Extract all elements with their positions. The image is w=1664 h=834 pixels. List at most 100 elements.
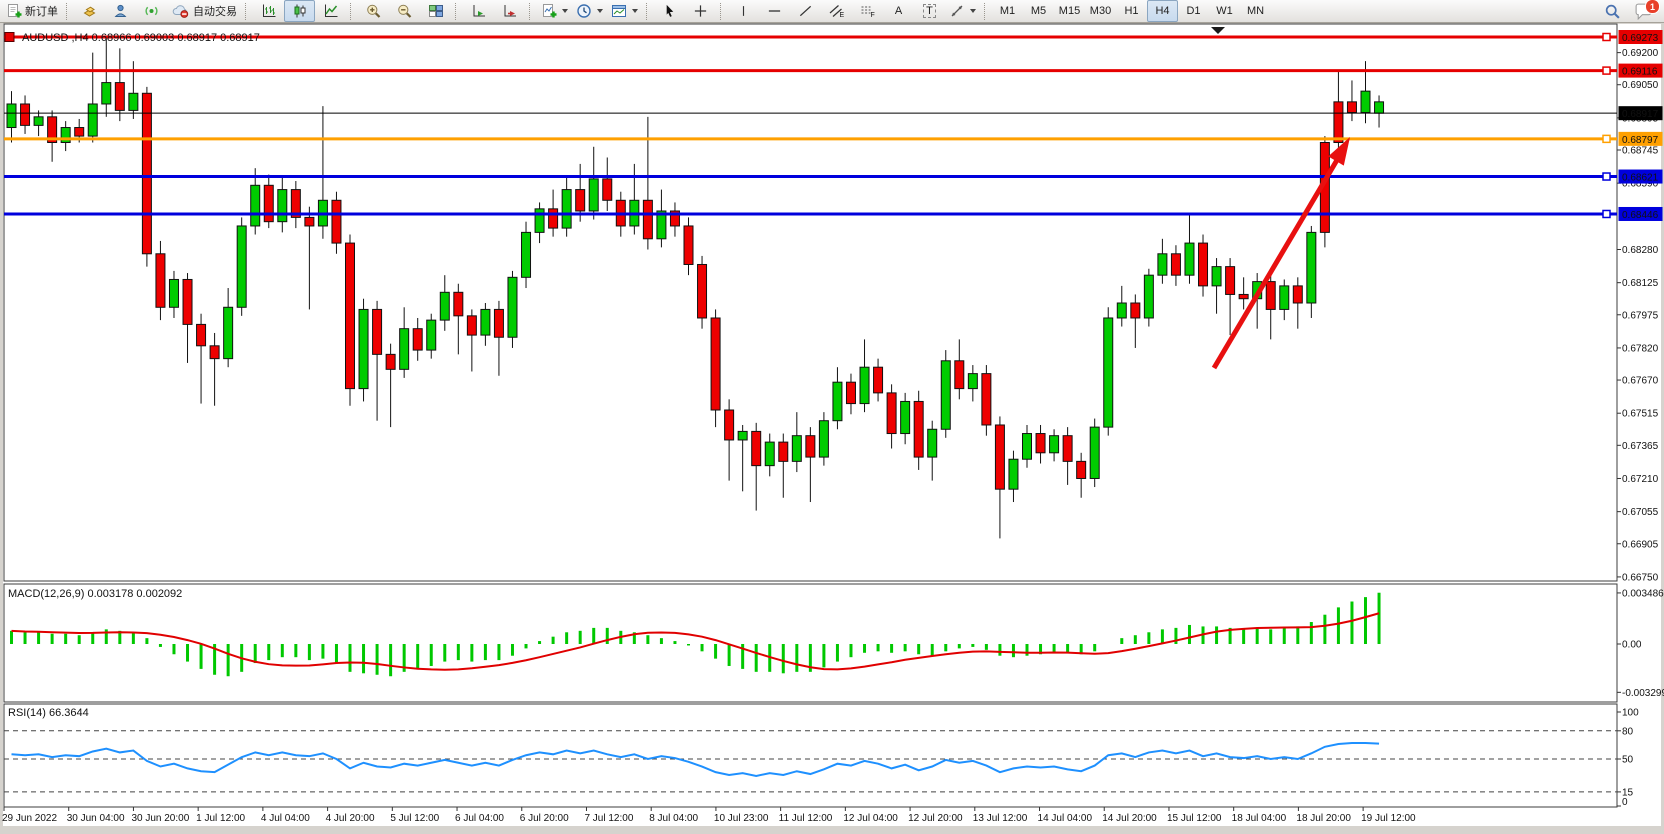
notifications-button[interactable]: 1 bbox=[1634, 0, 1660, 21]
period-label: M15 bbox=[1058, 5, 1081, 17]
broadcast-button[interactable] bbox=[136, 0, 167, 22]
search-button[interactable] bbox=[1597, 0, 1628, 22]
date-label: 7 Jul 12:00 bbox=[584, 813, 633, 824]
line-handle[interactable] bbox=[1602, 66, 1611, 75]
date-label: 6 Jul 20:00 bbox=[520, 813, 569, 824]
period-button-m5[interactable]: M5 bbox=[1023, 0, 1054, 22]
period-button-w1[interactable]: W1 bbox=[1209, 0, 1240, 22]
date-label: 30 Jun 04:00 bbox=[67, 813, 125, 824]
candle bbox=[182, 278, 193, 325]
vertical-line-tool-button[interactable] bbox=[728, 0, 759, 22]
line-handle[interactable] bbox=[1602, 172, 1611, 181]
chart-shift-marker[interactable] bbox=[1211, 27, 1225, 34]
candle bbox=[669, 210, 680, 227]
period-button-m30[interactable]: M30 bbox=[1085, 0, 1116, 22]
candle bbox=[994, 424, 1005, 490]
svg-text:0.67670: 0.67670 bbox=[1622, 376, 1659, 387]
bars-chart-button[interactable] bbox=[253, 0, 284, 22]
tile-windows-button[interactable] bbox=[420, 0, 451, 22]
date-label: 4 Jul 04:00 bbox=[261, 813, 310, 824]
period-button-m1[interactable]: M1 bbox=[992, 0, 1023, 22]
svg-text:0.69200: 0.69200 bbox=[1622, 48, 1659, 59]
line-handle[interactable] bbox=[4, 32, 15, 42]
candle bbox=[1265, 281, 1276, 310]
rsi-panel bbox=[3, 703, 1618, 808]
cursor-tool-button[interactable] bbox=[654, 0, 685, 22]
candle bbox=[453, 291, 464, 317]
templates-button[interactable] bbox=[607, 0, 642, 22]
indicators-caret bbox=[562, 9, 568, 13]
horizontal-line-tool-button[interactable] bbox=[759, 0, 790, 22]
zoom-out-button[interactable] bbox=[389, 0, 420, 22]
candle bbox=[6, 103, 17, 129]
line-handles-layer[interactable] bbox=[4, 32, 1611, 219]
svg-text:0.66750: 0.66750 bbox=[1622, 572, 1659, 583]
gold-icon bbox=[83, 6, 96, 17]
svg-text:0.68125: 0.68125 bbox=[1622, 278, 1659, 289]
svg-text:0.003486: 0.003486 bbox=[1622, 588, 1664, 599]
period-label: H4 bbox=[1155, 5, 1170, 17]
period-button-h4[interactable]: H4 bbox=[1147, 0, 1178, 22]
text-tool-button[interactable]: A bbox=[883, 0, 914, 22]
period-button-m15[interactable]: M15 bbox=[1054, 0, 1085, 22]
arrows-caret bbox=[970, 9, 976, 13]
candle bbox=[277, 189, 288, 223]
price-badges: 0.69273 0.69116 0.68917 0.68797 0.68621 0.684… bbox=[1618, 30, 1663, 221]
date-label: 1 Jul 12:00 bbox=[196, 813, 245, 824]
candle bbox=[304, 216, 315, 227]
svg-text:0: 0 bbox=[1622, 797, 1628, 808]
candle bbox=[534, 208, 545, 233]
svg-text:0.66905: 0.66905 bbox=[1622, 539, 1659, 550]
candle bbox=[967, 373, 978, 390]
chart-shift-button[interactable] bbox=[494, 0, 525, 22]
line-chart-button[interactable] bbox=[315, 0, 346, 22]
candle bbox=[764, 441, 775, 467]
svg-text:0.67975: 0.67975 bbox=[1622, 310, 1659, 321]
candle bbox=[101, 82, 112, 105]
date-label: 10 Jul 23:00 bbox=[714, 813, 769, 824]
candle bbox=[1076, 460, 1087, 479]
signals-button[interactable] bbox=[105, 0, 136, 22]
trendline-tool-button[interactable] bbox=[790, 0, 821, 22]
text-label-tool-button[interactable]: T bbox=[914, 0, 945, 22]
candle bbox=[1374, 101, 1385, 114]
periods-caret bbox=[597, 9, 603, 13]
crosshair-tool-button[interactable] bbox=[685, 0, 716, 22]
channel-tool-button[interactable]: E bbox=[821, 0, 852, 22]
market-watch-gold-button[interactable] bbox=[74, 0, 105, 22]
candle bbox=[588, 178, 599, 212]
candle bbox=[263, 184, 274, 223]
line-handle[interactable] bbox=[1602, 134, 1611, 144]
candle bbox=[114, 82, 125, 111]
candles-chart-button[interactable] bbox=[284, 0, 315, 22]
auto-scroll-button[interactable] bbox=[463, 0, 494, 22]
period-button-h1[interactable]: H1 bbox=[1116, 0, 1147, 22]
candle bbox=[358, 308, 369, 390]
candle bbox=[141, 92, 152, 255]
candle bbox=[940, 360, 951, 430]
indicators-button[interactable] bbox=[537, 0, 572, 22]
line-handle[interactable] bbox=[1602, 32, 1611, 42]
candle bbox=[385, 353, 396, 370]
period-button-d1[interactable]: D1 bbox=[1178, 0, 1209, 22]
trend-arrow-annotation[interactable] bbox=[1211, 137, 1350, 370]
periods-menu-button[interactable] bbox=[572, 0, 607, 22]
candle bbox=[561, 189, 572, 229]
autotrade-button[interactable]: 自动交易 bbox=[167, 0, 241, 22]
new-order-button[interactable]: 新订单 bbox=[2, 0, 62, 22]
zoom-in-icon bbox=[367, 4, 381, 18]
period-button-mn[interactable]: MN bbox=[1240, 0, 1271, 22]
svg-text:100: 100 bbox=[1622, 708, 1639, 719]
svg-text:-0.003299: -0.003299 bbox=[1622, 688, 1664, 699]
arrows-tool-button[interactable] bbox=[945, 0, 980, 22]
candle bbox=[168, 278, 179, 308]
candle bbox=[818, 420, 829, 458]
line-handle[interactable] bbox=[1602, 209, 1611, 219]
text-tool-glyph: A bbox=[894, 5, 903, 17]
fibonacci-tool-button[interactable]: F bbox=[852, 0, 883, 22]
candle bbox=[1225, 266, 1236, 295]
candle bbox=[1346, 101, 1357, 114]
candle bbox=[1103, 317, 1114, 428]
zoom-in-button[interactable] bbox=[358, 0, 389, 22]
